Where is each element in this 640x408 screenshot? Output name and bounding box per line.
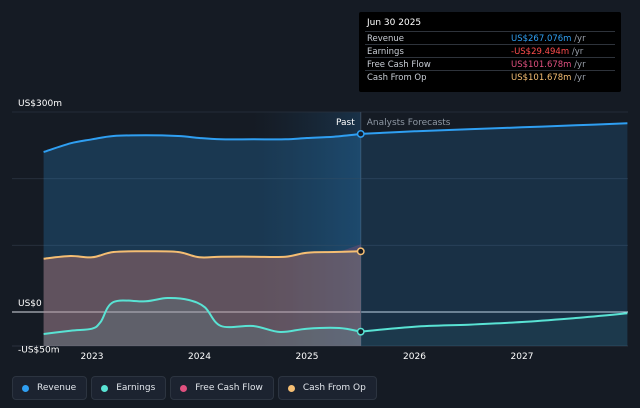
free-cash-flow-area [43,244,361,346]
x-tick-label-2025: 2025 [296,352,319,362]
legend-label: Earnings [116,383,156,393]
x-tick-label-2027: 2027 [511,352,534,362]
past-highlight-region [253,112,361,346]
revenue-forecast-line [360,122,628,135]
legend-label: Revenue [37,383,77,393]
revenue-forecast-area [360,123,628,346]
tooltip-row-earnings: Earnings -US$29.494m /yr [365,44,615,58]
earnings-forecast-line [360,312,628,333]
revenue-line [43,132,361,153]
legend-item-revenue[interactable]: Revenue [12,376,88,400]
tooltip-value-number: US$267.076m [511,34,572,44]
tooltip: Jun 30 2025 Revenue US$267.076m /yr Earn… [359,12,621,92]
y-label-bottom: -US$50m [18,345,60,355]
legend-item-free-cash-flow[interactable]: Free Cash Flow [170,376,274,400]
legend-item-earnings[interactable]: Earnings [91,376,167,400]
x-tick-label-2023: 2023 [81,352,104,362]
cash-from-op-marker [356,247,365,256]
legend-label: Free Cash Flow [195,383,263,393]
forecast-label: Analysts Forecasts [367,118,451,128]
tooltip-label: Free Cash Flow [367,60,431,70]
earnings-line [43,296,361,335]
tooltip-value: US$101.678m /yr [511,60,586,70]
revenue-area [43,133,361,346]
tooltip-value-number: -US$29.494m [511,47,570,57]
tooltip-unit: /yr [571,60,586,70]
y-label-zero: US$0 [18,299,42,309]
tooltip-row-free-cash-flow: Free Cash Flow US$101.678m /yr [365,57,615,71]
tooltip-unit: /yr [571,34,586,44]
tooltip-label: Cash From Op [367,73,427,83]
earnings-area [43,297,361,346]
legend-item-cash-from-op[interactable]: Cash From Op [277,376,377,400]
x-tick-label-2026: 2026 [403,352,426,362]
tooltip-date: Jun 30 2025 [367,18,422,28]
cash-from-op-line [43,250,361,260]
tooltip-row-cash-from-op: Cash From Op US$101.678m /yr [365,70,615,84]
cash-from-op-area [43,251,361,346]
legend-dot-icon [180,384,188,392]
tooltip-value: US$267.076m /yr [511,34,586,44]
tooltip-row-revenue: Revenue US$267.076m /yr [365,31,615,45]
tooltip-value: -US$29.494m /yr [511,47,583,57]
y-label-top: US$300m [18,99,62,109]
tooltip-value-number: US$101.678m [511,60,572,70]
tooltip-label: Revenue [367,34,405,44]
tooltip-label: Earnings [367,47,404,57]
tooltip-value: US$101.678m /yr [511,73,586,83]
tooltip-value-number: US$101.678m [511,73,572,83]
earnings-marker [356,327,365,336]
legend-label: Cash From Op [302,383,366,393]
legend-dot-icon [101,384,109,392]
revenue-marker [356,129,365,138]
legend-dot-icon [287,384,295,392]
legend: Revenue Earnings Free Cash Flow Cash Fro… [12,376,377,400]
earnings-forecast-area [360,313,628,346]
past-label: Past [336,118,355,128]
legend-dot-icon [22,384,29,392]
tooltip-unit: /yr [571,73,586,83]
x-tick-label-2024: 2024 [188,352,211,362]
tooltip-unit: /yr [569,47,584,57]
